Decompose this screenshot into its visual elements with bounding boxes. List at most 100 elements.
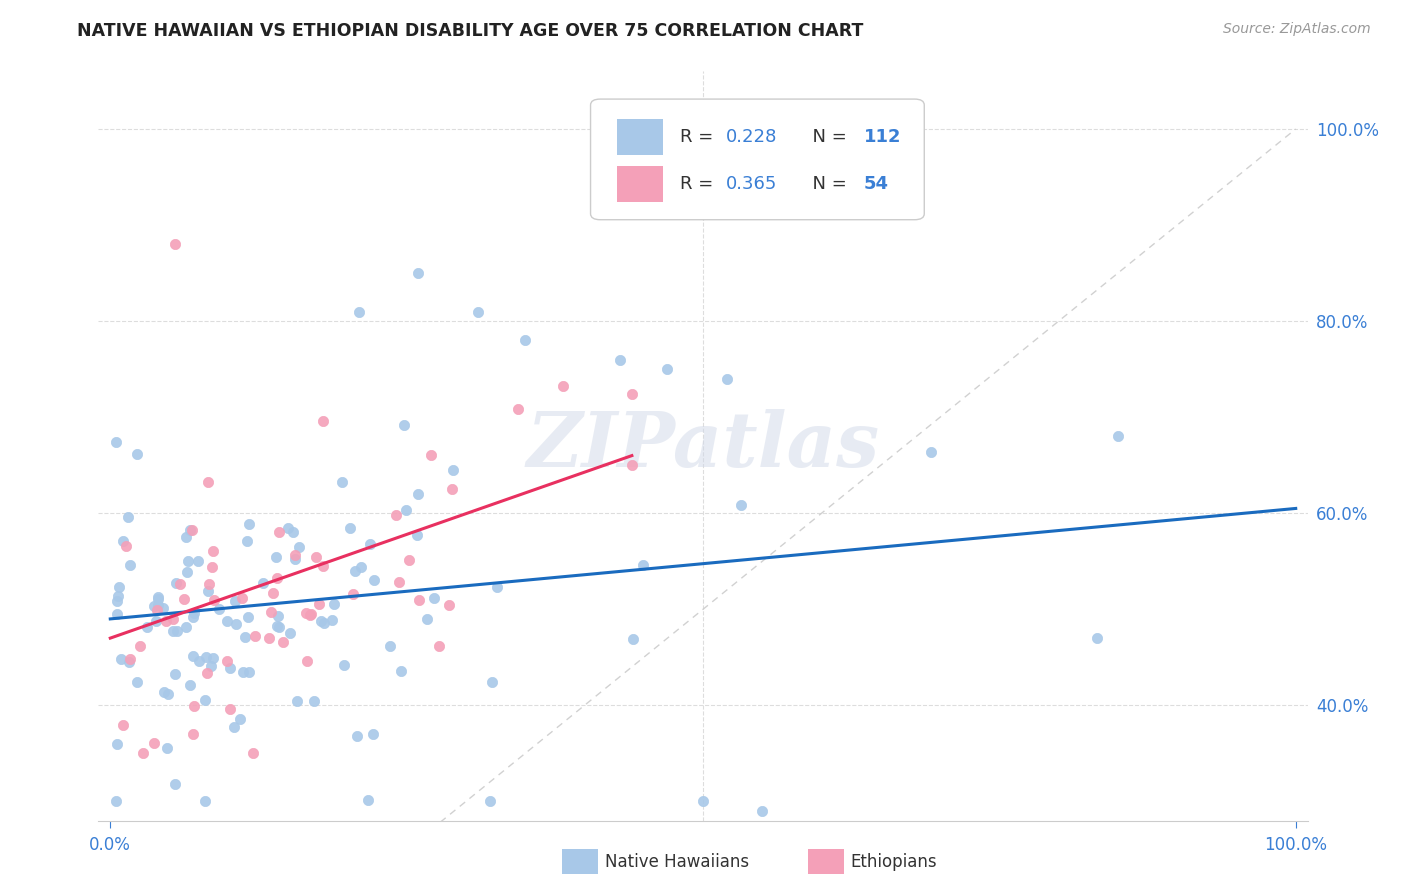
Point [222,720,245,734]
Point [208,602,231,616]
Point [481,675,503,690]
Point [347,304,370,318]
Point [148,590,170,604]
Point [233,631,256,645]
Point [181,610,204,624]
Text: Source: ZipAtlas.com: Source: ZipAtlas.com [1223,22,1371,37]
Text: Ethiopians: Ethiopians [851,853,938,871]
Point [342,587,364,601]
Point [609,352,631,367]
Point [111,533,134,548]
Point [142,736,165,750]
Point [231,591,253,605]
Point [236,609,259,624]
Point [197,475,219,489]
Point [408,487,430,501]
Point [252,576,274,591]
Point [314,615,336,630]
FancyBboxPatch shape [617,166,664,202]
Point [277,521,299,535]
Point [716,372,738,386]
Point [349,560,371,574]
Point [166,624,188,639]
Point [620,387,643,401]
Point [232,665,254,680]
Point [202,650,225,665]
Text: Native Hawaiians: Native Hawaiians [605,853,749,871]
Point [200,658,222,673]
Point [621,632,644,647]
Point [287,694,309,708]
Point [187,654,209,668]
Point [357,792,380,806]
Point [260,605,283,619]
Point [346,729,368,743]
Point [181,727,204,741]
Point [174,530,197,544]
Point [294,606,316,620]
Point [380,639,402,653]
Point [267,608,290,623]
Point [153,684,176,698]
Point [194,794,217,808]
Point [197,584,219,599]
Point [120,652,142,666]
FancyBboxPatch shape [591,99,924,219]
Point [169,576,191,591]
Point [333,657,356,672]
Point [751,804,773,818]
Point [127,447,149,461]
Point [224,594,246,608]
Point [107,590,129,604]
Point [228,712,250,726]
Point [506,402,529,417]
Point [152,600,174,615]
Point [195,666,218,681]
Point [385,508,408,522]
Point [406,527,429,541]
Point [730,498,752,512]
Point [165,776,187,790]
Point [110,652,132,666]
Point [105,794,128,808]
Point [201,543,224,558]
Point [308,597,330,611]
Point [104,435,127,450]
Point [111,718,134,732]
Text: 0.228: 0.228 [725,128,778,145]
Point [339,521,361,535]
Point [312,414,335,428]
Point [177,554,200,568]
Point [284,548,307,562]
Point [107,594,129,608]
Point [187,554,209,568]
Text: R =: R = [681,128,718,145]
Point [271,635,294,649]
Point [515,334,537,348]
Point [440,482,463,496]
Point [145,603,167,617]
Text: N =: N = [801,128,852,145]
Point [173,591,195,606]
Point [118,558,141,572]
Point [135,620,157,634]
Point [388,575,411,590]
Point [343,564,366,578]
Point [183,606,205,620]
Point [299,607,322,622]
Point [118,655,141,669]
Point [264,549,287,564]
Point [165,237,187,252]
Text: 54: 54 [863,175,889,193]
Point [312,559,335,574]
Point [183,649,205,664]
Point [408,592,430,607]
Point [631,558,654,573]
Point [1107,429,1129,443]
Point [198,576,221,591]
Point [305,550,328,565]
Point [145,614,167,628]
Point [692,794,714,808]
Point [105,737,128,751]
Point [297,654,319,668]
